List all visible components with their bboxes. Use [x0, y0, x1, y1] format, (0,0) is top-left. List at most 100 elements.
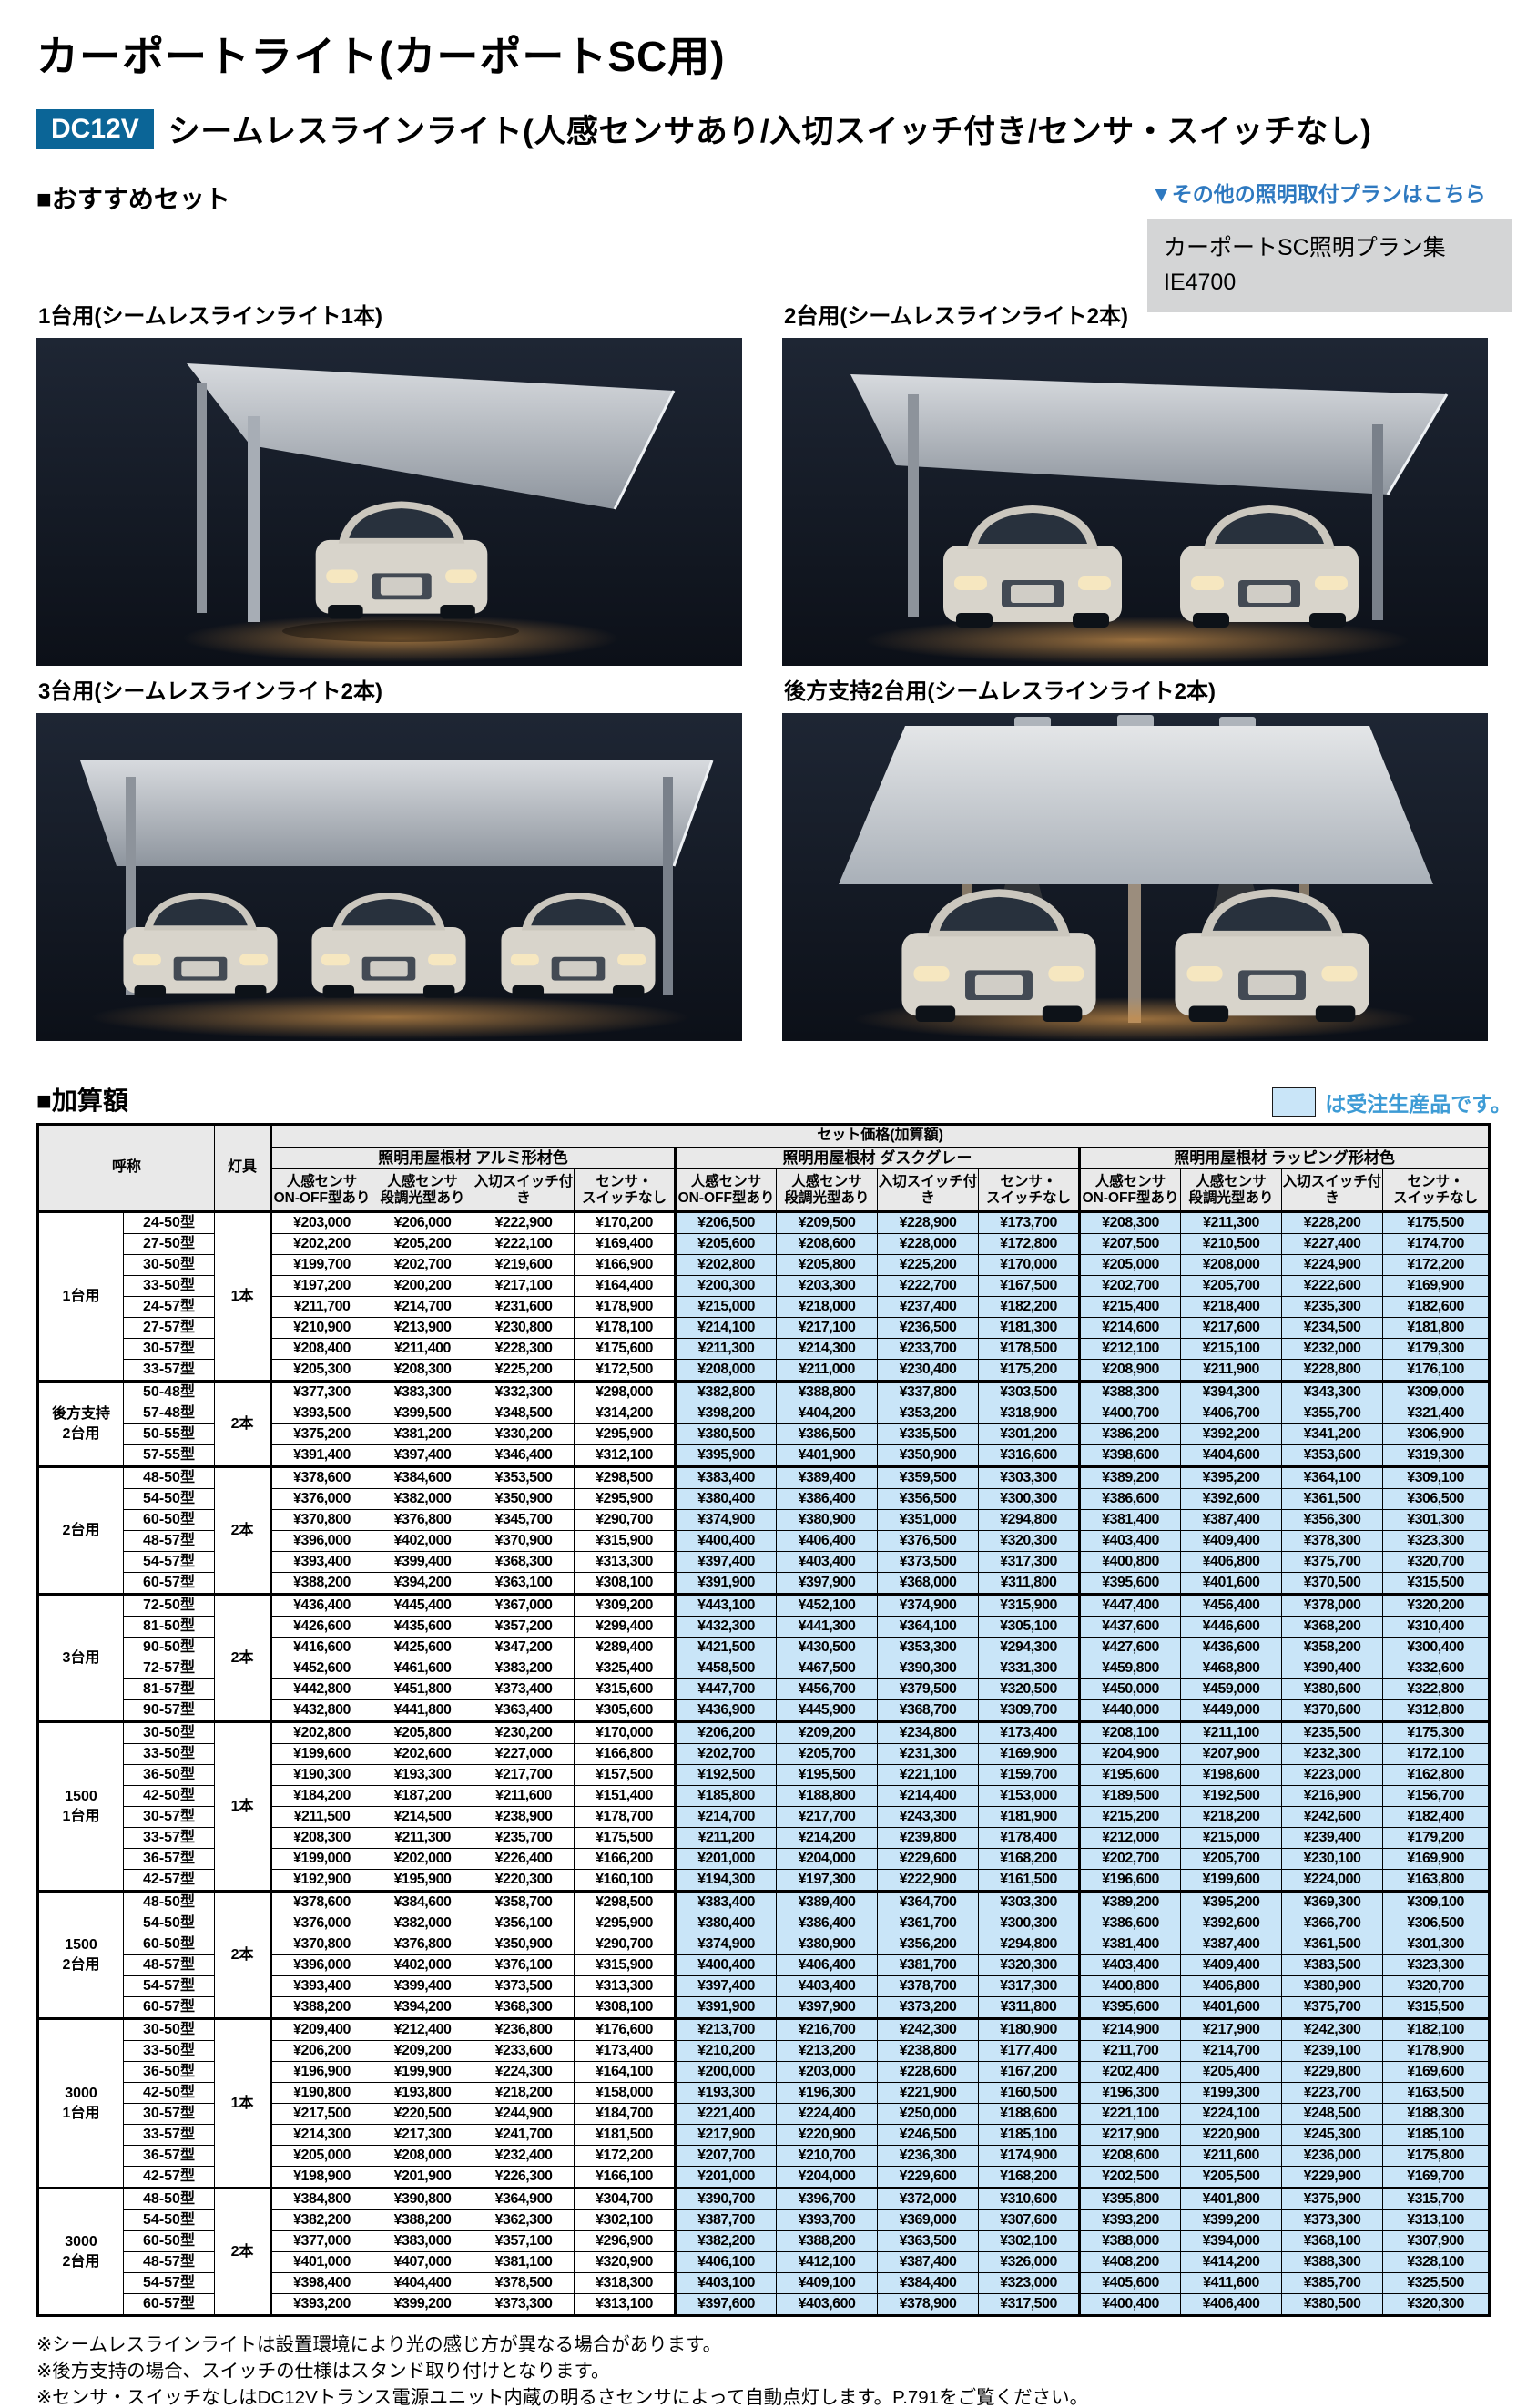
model-cell: 27-50型 — [122, 1233, 216, 1255]
price-cell: ¥373,500 — [877, 1551, 980, 1573]
price-cell: ¥393,400 — [270, 1975, 373, 1997]
price-cell: ¥376,800 — [372, 1934, 474, 1955]
price-cell: ¥215,200 — [1078, 1806, 1182, 1828]
table-row: 27-50型 ¥202,200 ¥205,200 ¥222,100 ¥169,400 ¥2… — [38, 1233, 1491, 1255]
model-cell: 54-50型 — [122, 1488, 216, 1510]
price-cell: ¥383,400 — [674, 1890, 778, 1913]
table-row: 36-57型 ¥205,000 ¥208,000 ¥232,400 ¥172,200 ¥2… — [38, 2145, 1491, 2167]
group-name-cell: 2台用 — [37, 1465, 124, 1595]
price-cell: ¥224,900 — [1281, 1254, 1384, 1276]
price-cell: ¥178,500 — [978, 1338, 1081, 1360]
price-cell: ¥396,700 — [776, 2187, 879, 2210]
model-cell: 81-50型 — [122, 1616, 216, 1638]
price-cell: ¥315,900 — [574, 1530, 677, 1552]
price-cell: ¥394,200 — [372, 1572, 474, 1595]
section-price-addition: ■加算額 — [36, 1087, 128, 1115]
price-cell: ¥214,600 — [1078, 1317, 1182, 1339]
price-cell: ¥374,900 — [674, 1509, 778, 1531]
price-cell: ¥381,700 — [877, 1954, 980, 1976]
price-cell: ¥233,700 — [877, 1338, 980, 1360]
price-cell: ¥190,300 — [270, 1764, 373, 1786]
price-cell: ¥384,400 — [877, 2272, 980, 2294]
table-row: 33-50型 ¥197,200 ¥200,200 ¥217,100 ¥164,400 ¥2… — [38, 1275, 1491, 1297]
price-cell: ¥213,700 — [674, 2017, 778, 2041]
price-cell: ¥380,600 — [1281, 1678, 1384, 1700]
price-cell: ¥337,800 — [877, 1380, 980, 1403]
price-cell: ¥208,300 — [270, 1827, 373, 1849]
price-cell: ¥217,600 — [1180, 1317, 1283, 1339]
price-cell: ¥234,500 — [1281, 1317, 1384, 1339]
price-cell: ¥386,600 — [1078, 1913, 1182, 1934]
price-cell: ¥361,500 — [1281, 1488, 1384, 1510]
model-cell: 30-50型 — [122, 1254, 216, 1276]
price-cell: ¥228,800 — [1281, 1359, 1384, 1382]
price-cell: ¥202,700 — [372, 1254, 474, 1276]
price-cell: ¥188,600 — [978, 2103, 1081, 2125]
price-cell: ¥325,500 — [1382, 2272, 1491, 2294]
header-set-price: セット価格(加算額) — [270, 1124, 1491, 1148]
header-subcol: センサ・ スイッチなし — [574, 1168, 677, 1212]
price-cell: ¥443,100 — [674, 1593, 778, 1617]
price-cell: ¥309,000 — [1382, 1380, 1491, 1403]
price-cell: ¥173,400 — [574, 2040, 677, 2062]
price-cell: ¥369,300 — [1281, 1890, 1384, 1913]
price-cell: ¥384,600 — [372, 1465, 474, 1489]
price-cell: ¥227,000 — [473, 1743, 575, 1765]
price-cell: ¥214,200 — [776, 1827, 879, 1849]
price-cell: ¥400,400 — [674, 1954, 778, 1976]
table-row: 42-57型 ¥198,900 ¥201,900 ¥226,300 ¥166,100 ¥2… — [38, 2166, 1491, 2189]
price-cell: ¥373,300 — [473, 2293, 575, 2316]
other-plans-link[interactable]: ▼その他の照明取付プランはこちら — [1151, 182, 1486, 206]
price-cell: ¥388,200 — [270, 1996, 373, 2019]
price-cell: ¥456,700 — [776, 1678, 879, 1700]
price-cell: ¥399,400 — [372, 1551, 474, 1573]
price-cell: ¥195,600 — [1078, 1764, 1182, 1786]
price-cell: ¥389,400 — [776, 1890, 879, 1913]
price-cell: ¥232,000 — [1281, 1338, 1384, 1360]
price-cell: ¥315,700 — [1382, 2187, 1491, 2210]
header-group-aluminum: 照明用屋根材 アルミ形材色 — [270, 1147, 677, 1169]
price-cell: ¥361,700 — [877, 1913, 980, 1934]
price-cell: ¥211,500 — [270, 1806, 373, 1828]
price-cell: ¥363,500 — [877, 2230, 980, 2252]
price-cell: ¥364,900 — [473, 2187, 575, 2210]
price-cell: ¥387,400 — [877, 2251, 980, 2273]
price-cell: ¥212,100 — [1078, 1338, 1182, 1360]
header-subcol: センサ・ スイッチなし — [978, 1168, 1081, 1212]
price-cell: ¥461,600 — [372, 1658, 474, 1679]
model-cell: 57-48型 — [122, 1403, 216, 1424]
group-name-cell: 1500 2台用 — [37, 1890, 124, 2019]
price-cell: ¥184,700 — [574, 2103, 677, 2125]
price-cell: ¥445,400 — [372, 1593, 474, 1617]
price-cell: ¥209,500 — [776, 1210, 879, 1234]
price-cell: ¥375,900 — [1281, 2187, 1384, 2210]
price-cell: ¥421,500 — [674, 1637, 778, 1658]
lamp-count-cell: 1本 — [214, 1210, 272, 1382]
page-title: カーポートライト(カーポートSC用) — [36, 33, 726, 80]
price-cell: ¥300,300 — [978, 1488, 1081, 1510]
model-cell: 27-57型 — [122, 1317, 216, 1339]
price-cell: ¥395,600 — [1078, 1572, 1182, 1595]
price-cell: ¥390,700 — [674, 2187, 778, 2210]
price-cell: ¥356,100 — [473, 1913, 575, 1934]
price-cell: ¥300,300 — [978, 1913, 1081, 1934]
price-cell: ¥208,000 — [1180, 1254, 1283, 1276]
price-cell: ¥212,000 — [1078, 1827, 1182, 1849]
price-cell: ¥350,900 — [473, 1488, 575, 1510]
recommended-set-3: 3台用(シームレスラインライト2本) — [36, 679, 742, 1041]
subtitle-row: DC12V シームレスラインライト(人感センサあり/入切スイッチ付き/センサ・ス… — [36, 106, 1512, 152]
price-cell: ¥181,800 — [1382, 1317, 1491, 1339]
price-cell: ¥388,800 — [776, 1380, 879, 1403]
price-cell: ¥309,100 — [1382, 1890, 1491, 1913]
group-name-cell: 3000 2台用 — [37, 2187, 124, 2316]
price-cell: ¥398,200 — [674, 1403, 778, 1424]
price-cell: ¥178,900 — [574, 1296, 677, 1318]
price-cell: ¥393,200 — [270, 2293, 373, 2316]
table-row: 33-50型 ¥199,600 ¥202,600 ¥227,000 ¥166,800 ¥2… — [38, 1743, 1491, 1765]
price-cell: ¥411,600 — [1180, 2272, 1283, 2294]
model-cell: 50-55型 — [122, 1423, 216, 1445]
price-cell: ¥211,700 — [270, 1296, 373, 1318]
price-cell: ¥200,300 — [674, 1275, 778, 1297]
header-subcol: 入切スイッチ付き — [1281, 1168, 1384, 1212]
price-cell: ¥323,300 — [1382, 1530, 1491, 1552]
